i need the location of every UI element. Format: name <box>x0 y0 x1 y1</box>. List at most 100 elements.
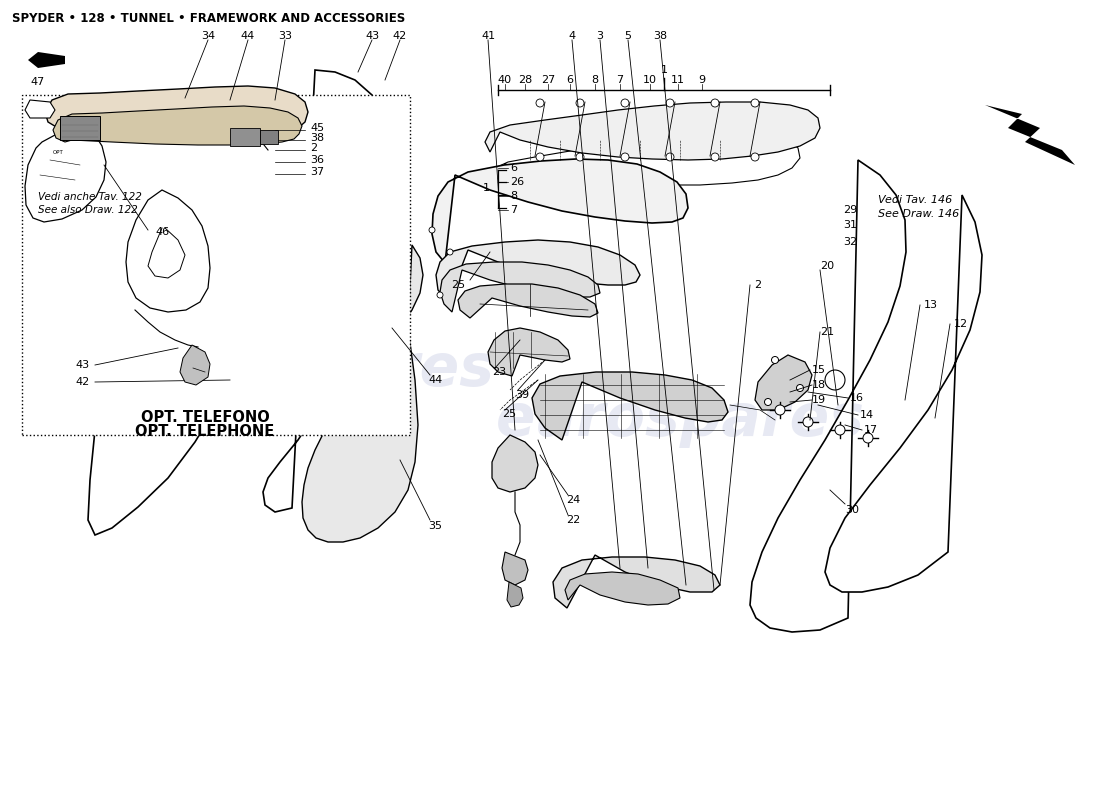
Text: 2: 2 <box>310 143 317 153</box>
Text: 8: 8 <box>510 191 517 201</box>
Circle shape <box>576 99 584 107</box>
Text: 7: 7 <box>510 205 517 215</box>
Circle shape <box>751 99 759 107</box>
Text: 8: 8 <box>592 75 598 85</box>
Text: 42: 42 <box>393 31 407 41</box>
Polygon shape <box>565 572 680 605</box>
Circle shape <box>776 405 785 415</box>
Text: SPYDER • 128 • TUNNEL • FRAMEWORK AND ACCESSORIES: SPYDER • 128 • TUNNEL • FRAMEWORK AND AC… <box>12 12 405 25</box>
Polygon shape <box>507 582 522 607</box>
Circle shape <box>751 153 759 161</box>
Text: 14: 14 <box>860 410 875 420</box>
Text: 33: 33 <box>278 31 292 41</box>
Text: 4: 4 <box>569 31 575 41</box>
Circle shape <box>771 357 779 363</box>
Polygon shape <box>28 52 65 68</box>
Text: Vedi anche Tav. 122: Vedi anche Tav. 122 <box>39 192 142 202</box>
Text: 39: 39 <box>515 390 529 400</box>
Polygon shape <box>493 134 800 188</box>
Text: 35: 35 <box>428 521 442 531</box>
Text: 43: 43 <box>76 360 90 370</box>
Text: 34: 34 <box>201 31 216 41</box>
Circle shape <box>621 153 629 161</box>
Circle shape <box>803 417 813 427</box>
Polygon shape <box>440 262 600 312</box>
Text: 38: 38 <box>310 133 324 143</box>
Polygon shape <box>502 552 528 585</box>
Polygon shape <box>302 245 424 542</box>
Circle shape <box>377 217 383 223</box>
Text: OPT. TELEFONO: OPT. TELEFONO <box>141 410 270 426</box>
Circle shape <box>835 425 845 435</box>
Text: 46: 46 <box>155 227 169 237</box>
Text: 30: 30 <box>845 505 859 515</box>
Circle shape <box>536 99 544 107</box>
Text: 1: 1 <box>483 183 490 193</box>
Text: 47: 47 <box>30 77 44 87</box>
Text: 18: 18 <box>812 380 826 390</box>
Text: 29: 29 <box>843 205 857 215</box>
Ellipse shape <box>338 117 383 147</box>
Polygon shape <box>126 190 210 312</box>
Circle shape <box>764 398 771 406</box>
Polygon shape <box>25 130 106 222</box>
Text: 2: 2 <box>754 280 761 290</box>
Circle shape <box>621 99 629 107</box>
Text: Vedi Tav. 146: Vedi Tav. 146 <box>878 195 953 205</box>
Text: 37: 37 <box>310 167 324 177</box>
Text: 23: 23 <box>492 367 506 377</box>
FancyBboxPatch shape <box>22 95 410 435</box>
Text: 41: 41 <box>481 31 495 41</box>
Text: 16: 16 <box>850 393 864 403</box>
Text: 24: 24 <box>566 495 581 505</box>
Polygon shape <box>553 555 720 608</box>
Circle shape <box>711 153 719 161</box>
Circle shape <box>864 433 873 443</box>
Text: 26: 26 <box>510 177 524 187</box>
Circle shape <box>437 292 443 298</box>
Bar <box>60 116 100 140</box>
Circle shape <box>447 249 453 255</box>
Text: 32: 32 <box>843 237 857 247</box>
Text: 25: 25 <box>451 280 465 290</box>
Polygon shape <box>432 159 688 263</box>
Text: OPT. TELEPHONE: OPT. TELEPHONE <box>135 425 275 439</box>
Text: 13: 13 <box>924 300 938 310</box>
Text: 6: 6 <box>510 163 517 173</box>
Text: 22: 22 <box>566 515 581 525</box>
Text: 12: 12 <box>954 319 968 329</box>
Text: See Draw. 146: See Draw. 146 <box>878 209 959 219</box>
Polygon shape <box>485 102 820 160</box>
Text: 44: 44 <box>241 31 255 41</box>
Text: 40: 40 <box>498 75 513 85</box>
Text: eurospares: eurospares <box>125 342 495 398</box>
Polygon shape <box>825 195 982 592</box>
Circle shape <box>711 99 719 107</box>
Polygon shape <box>263 70 397 512</box>
Text: 44: 44 <box>428 375 442 385</box>
Text: See also Draw. 122: See also Draw. 122 <box>39 205 138 215</box>
Text: 6: 6 <box>566 75 573 85</box>
Text: 10: 10 <box>644 75 657 85</box>
Text: 11: 11 <box>671 75 685 85</box>
Ellipse shape <box>192 186 248 224</box>
Text: 31: 31 <box>843 220 857 230</box>
Text: 3: 3 <box>596 31 604 41</box>
Text: 7: 7 <box>616 75 624 85</box>
Circle shape <box>666 153 674 161</box>
Circle shape <box>796 385 803 391</box>
Polygon shape <box>180 345 210 385</box>
Text: 38: 38 <box>653 31 667 41</box>
Text: 1: 1 <box>660 65 668 75</box>
Text: 19: 19 <box>812 395 826 405</box>
Text: 42: 42 <box>76 377 90 387</box>
Circle shape <box>576 153 584 161</box>
Text: eurospares: eurospares <box>495 391 865 449</box>
Polygon shape <box>755 355 812 410</box>
Text: 5: 5 <box>625 31 631 41</box>
Text: 45: 45 <box>310 123 324 133</box>
Polygon shape <box>88 94 295 535</box>
Text: 36: 36 <box>310 155 324 165</box>
Text: 17: 17 <box>864 425 878 435</box>
Polygon shape <box>25 100 55 118</box>
